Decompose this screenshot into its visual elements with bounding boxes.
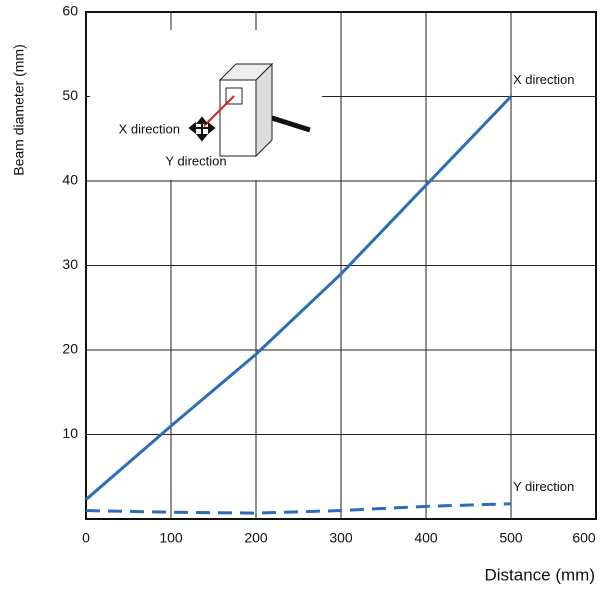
inset-label: Y direction: [165, 153, 226, 168]
sensor-cable: [271, 115, 311, 133]
x-tick-label: 200: [244, 530, 268, 546]
series-label: X direction: [513, 72, 574, 87]
arrows: [188, 116, 216, 142]
y-tick-label: 30: [62, 256, 78, 272]
x-tick-label: 500: [499, 530, 523, 546]
beam: [203, 95, 235, 127]
plot-frame: [85, 11, 597, 520]
inset-label: X direction: [119, 121, 180, 136]
inset-bg: [90, 30, 322, 180]
x-tick-label: 600: [572, 530, 596, 546]
series-label: Y direction: [513, 479, 574, 494]
x-tick-label: 0: [82, 530, 90, 546]
inset: X direction Y direction: [90, 30, 322, 180]
series-line: [85, 95, 513, 501]
y-axis-label: Beam diameter (mm): [11, 44, 27, 175]
x-axis-label: Distance (mm): [484, 565, 595, 584]
x-tick-label: 300: [329, 530, 353, 546]
x-tick-label: 100: [159, 530, 183, 546]
x-tick-label: 400: [414, 530, 438, 546]
series-line: [85, 502, 512, 515]
y-tick-label: 50: [62, 87, 78, 103]
y-tick-label: 60: [62, 3, 78, 19]
y-tick-label: 20: [62, 341, 78, 357]
y-tick-label: 10: [62, 425, 78, 441]
y-tick-label: 40: [62, 172, 78, 188]
